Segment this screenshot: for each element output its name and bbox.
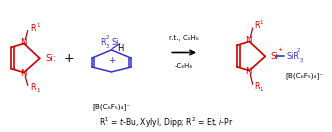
Text: N: N bbox=[245, 36, 252, 45]
Text: H: H bbox=[118, 44, 124, 53]
Text: 2: 2 bbox=[297, 48, 300, 53]
Text: Si: Si bbox=[112, 38, 119, 47]
Text: 3: 3 bbox=[106, 44, 109, 49]
Text: 1: 1 bbox=[260, 20, 263, 25]
Text: 2: 2 bbox=[106, 35, 109, 40]
Text: +: + bbox=[108, 56, 115, 65]
Text: Si: Si bbox=[271, 52, 278, 61]
Text: R: R bbox=[254, 21, 260, 30]
Text: N: N bbox=[20, 69, 27, 78]
Text: +: + bbox=[278, 47, 283, 52]
Text: SiR: SiR bbox=[286, 52, 299, 61]
Text: [B(C₆F₅)₄]⁻: [B(C₆F₅)₄]⁻ bbox=[286, 72, 324, 79]
Text: r.t., C₆H₆: r.t., C₆H₆ bbox=[169, 35, 199, 41]
Text: R: R bbox=[254, 82, 260, 91]
Text: 1: 1 bbox=[260, 87, 263, 92]
Text: R: R bbox=[100, 38, 106, 47]
Text: +: + bbox=[63, 52, 74, 65]
Text: 1: 1 bbox=[36, 23, 40, 28]
Text: -C₆H₆: -C₆H₆ bbox=[175, 63, 193, 69]
Text: R$^1$ = $\mathit{t}$-Bu, Xylyl, Dipp; R$^2$ = Et, $\mathit{i}$-Pr: R$^1$ = $\mathit{t}$-Bu, Xylyl, Dipp; R$… bbox=[99, 115, 233, 130]
Text: 3: 3 bbox=[300, 58, 303, 63]
Text: N: N bbox=[20, 38, 27, 47]
Text: N: N bbox=[245, 67, 252, 76]
Text: R: R bbox=[30, 24, 35, 33]
Text: 1: 1 bbox=[36, 88, 40, 93]
Text: Si:: Si: bbox=[46, 54, 56, 63]
Text: R: R bbox=[30, 83, 35, 92]
Text: [B(C₆F₅)₄]⁻: [B(C₆F₅)₄]⁻ bbox=[92, 103, 130, 110]
